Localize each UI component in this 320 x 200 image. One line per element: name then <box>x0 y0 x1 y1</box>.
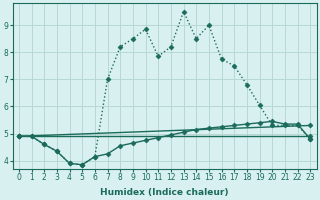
X-axis label: Humidex (Indice chaleur): Humidex (Indice chaleur) <box>100 188 229 197</box>
